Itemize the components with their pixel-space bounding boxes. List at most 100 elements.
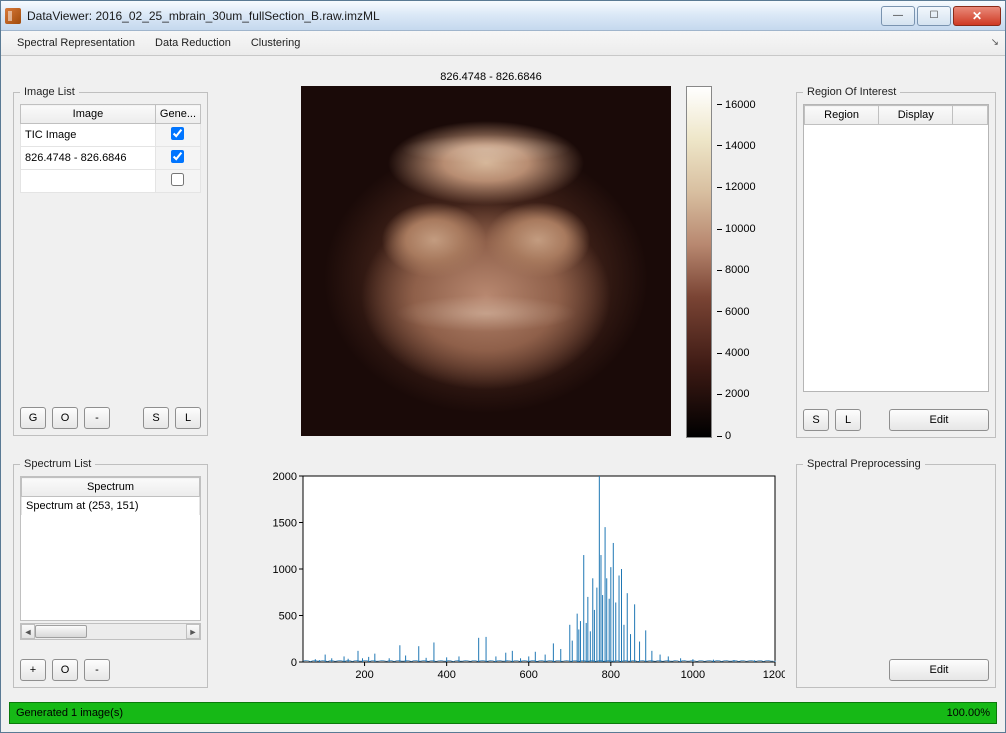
window-title: DataViewer: 2016_02_25_mbrain_30um_fullS…	[27, 9, 879, 23]
preproc-legend: Spectral Preprocessing	[803, 458, 925, 470]
image-list-legend: Image List	[20, 86, 79, 98]
image-cell[interactable]: TIC Image	[21, 124, 156, 147]
spectrum-list-table: Spectrum Spectrum at (253, 151)	[21, 477, 200, 515]
svg-text:1200: 1200	[763, 669, 785, 681]
spectrum-list-panel: Spectrum List Spectrum Spectrum at (253,…	[13, 458, 208, 688]
table-row[interactable]: Spectrum at (253, 151)	[22, 497, 200, 516]
close-icon: ✕	[972, 9, 982, 23]
image-list-minus-button[interactable]: -	[84, 407, 110, 429]
roi-table-wrap: Region Display	[803, 104, 989, 392]
svg-text:1000: 1000	[681, 669, 705, 681]
gene-checkbox-cell[interactable]	[155, 147, 200, 170]
preproc-panel: Spectral Preprocessing Edit	[796, 458, 996, 688]
spectrum-o-button[interactable]: O	[52, 659, 78, 681]
minimize-button[interactable]: —	[881, 6, 915, 26]
app-window: DataViewer: 2016_02_25_mbrain_30um_fullS…	[0, 0, 1006, 733]
svg-text:200: 200	[355, 669, 373, 681]
colorbar-tick: 0	[717, 430, 731, 442]
image-list-buttons: G O - S L	[20, 407, 201, 429]
client-area: Image List Image Gene... TIC Image826.47…	[1, 56, 1005, 732]
menu-clustering[interactable]: Clustering	[241, 34, 311, 52]
gene-col-header[interactable]: Gene...	[155, 105, 200, 124]
colorbar-ticks: 0 2000 4000 6000 8000 10000 12000 14000 16000	[717, 84, 777, 440]
gene-checkbox[interactable]	[171, 150, 184, 163]
image-list-g-button[interactable]: G	[20, 407, 46, 429]
roi-l-button[interactable]: L	[835, 409, 861, 431]
table-row[interactable]: TIC Image	[21, 124, 201, 147]
spectrum-cell[interactable]: Spectrum at (253, 151)	[22, 497, 200, 516]
spectrum-minus-button[interactable]: -	[84, 659, 110, 681]
app-icon	[5, 8, 21, 24]
spectrum-list-table-wrap: Spectrum Spectrum at (253, 151)	[20, 476, 201, 621]
svg-text:2000: 2000	[273, 471, 297, 483]
svg-text:500: 500	[279, 611, 297, 623]
gene-checkbox-cell[interactable]	[155, 170, 200, 193]
menu-spectral-representation[interactable]: Spectral Representation	[7, 34, 145, 52]
scroll-right-icon[interactable]: ►	[186, 624, 200, 639]
roi-edit-button[interactable]: Edit	[889, 409, 989, 431]
menu-data-reduction[interactable]: Data Reduction	[145, 34, 241, 52]
colorbar-tick: 10000	[717, 223, 756, 235]
window-buttons: — ☐ ✕	[879, 6, 1001, 26]
spectrum-list-buttons: + O -	[20, 659, 201, 681]
roi-blank-header	[953, 106, 988, 125]
image-list-panel: Image List Image Gene... TIC Image826.47…	[13, 86, 208, 436]
close-button[interactable]: ✕	[953, 6, 1001, 26]
scroll-left-icon[interactable]: ◄	[21, 624, 35, 639]
spectrum-list-scrollbar[interactable]: ◄ ►	[20, 623, 201, 640]
colorbar-tick: 6000	[717, 306, 749, 318]
status-message: Generated 1 image(s)	[16, 707, 123, 719]
maximize-button[interactable]: ☐	[917, 6, 951, 26]
svg-text:800: 800	[602, 669, 620, 681]
image-list-s-button[interactable]: S	[143, 407, 169, 429]
scroll-thumb[interactable]	[35, 625, 87, 638]
gene-checkbox[interactable]	[171, 127, 184, 140]
gene-checkbox[interactable]	[171, 173, 184, 186]
roi-buttons: S L Edit	[803, 409, 989, 431]
colorbar-tick: 2000	[717, 388, 749, 400]
toolbar-chevron-icon[interactable]: ↘	[991, 37, 999, 48]
roi-panel: Region Of Interest Region Display S L Ed…	[796, 86, 996, 438]
maximize-icon: ☐	[930, 10, 939, 21]
image-list-table-wrap: Image Gene... TIC Image826.4748 - 826.68…	[20, 104, 201, 392]
minimize-icon: —	[893, 10, 903, 21]
svg-text:1000: 1000	[273, 564, 297, 576]
spectrum-plus-button[interactable]: +	[20, 659, 46, 681]
colorbar-tick: 8000	[717, 264, 749, 276]
image-list-table: Image Gene... TIC Image826.4748 - 826.68…	[20, 104, 201, 193]
spectrum-list-legend: Spectrum List	[20, 458, 95, 470]
colorbar-tick: 12000	[717, 181, 756, 193]
image-list-l-button[interactable]: L	[175, 407, 201, 429]
status-progress: 100.00%	[947, 707, 990, 719]
image-list-o-button[interactable]: O	[52, 407, 78, 429]
menubar: Spectral Representation Data Reduction C…	[1, 31, 1005, 56]
image-cell[interactable]: 826.4748 - 826.6846	[21, 147, 156, 170]
main-image[interactable]	[301, 86, 671, 436]
svg-text:400: 400	[437, 669, 455, 681]
colorbar-tick: 16000	[717, 99, 756, 111]
spectrum-col-header[interactable]: Spectrum	[22, 478, 200, 497]
status-bar: Generated 1 image(s) 100.00%	[9, 702, 997, 724]
table-row[interactable]	[21, 170, 201, 193]
roi-region-header[interactable]: Region	[805, 106, 879, 125]
colorbar-tick: 4000	[717, 347, 749, 359]
roi-s-button[interactable]: S	[803, 409, 829, 431]
image-cell[interactable]	[21, 170, 156, 193]
roi-legend: Region Of Interest	[803, 86, 900, 98]
table-row[interactable]: 826.4748 - 826.6846	[21, 147, 201, 170]
gene-checkbox-cell[interactable]	[155, 124, 200, 147]
brain-heatmap	[301, 86, 671, 436]
spectrum-svg: 0 500 1000 1500 2000 200 400 600 800 1000 1200	[263, 466, 785, 686]
preproc-buttons: Edit	[803, 659, 989, 681]
svg-text:600: 600	[520, 669, 538, 681]
colorbar[interactable]	[686, 86, 712, 438]
spectrum-plot[interactable]: 0 500 1000 1500 2000 200 400 600 800 1000 1200	[263, 466, 785, 686]
svg-text:0: 0	[291, 657, 297, 669]
svg-text:1500: 1500	[273, 518, 297, 530]
image-col-header[interactable]: Image	[21, 105, 156, 124]
colorbar-tick: 14000	[717, 140, 756, 152]
preproc-edit-button[interactable]: Edit	[889, 659, 989, 681]
figure-title: 826.4748 - 826.6846	[301, 71, 681, 83]
roi-display-header[interactable]: Display	[879, 106, 953, 125]
roi-table: Region Display	[804, 105, 988, 125]
